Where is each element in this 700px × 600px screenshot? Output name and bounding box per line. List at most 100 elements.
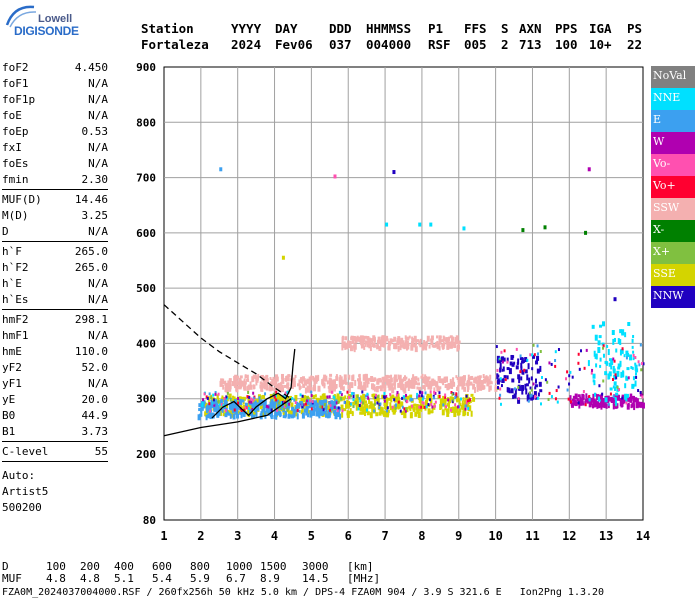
echo-point <box>205 410 209 417</box>
echo-point <box>303 395 307 402</box>
echo-point <box>401 412 404 416</box>
echo-point <box>554 397 557 401</box>
echo-point <box>315 404 319 410</box>
echo-point <box>529 353 532 357</box>
echo-point <box>377 395 380 399</box>
echo-point <box>621 394 625 398</box>
echo-point <box>385 335 389 340</box>
echo-point <box>532 343 535 347</box>
echo-point <box>322 393 326 399</box>
echo-point <box>325 412 328 418</box>
echo-point <box>599 364 602 368</box>
echo-point <box>301 379 304 384</box>
echo-point <box>237 381 241 386</box>
echo-point <box>557 385 560 389</box>
echo-point <box>255 377 259 381</box>
param-value: N/A <box>88 329 108 342</box>
echo-point <box>274 394 277 398</box>
echo-point <box>383 384 387 389</box>
echo-point <box>592 401 595 405</box>
echo-point <box>357 407 360 411</box>
echo-point <box>526 358 529 362</box>
echo-point <box>435 381 439 387</box>
echo-point <box>430 403 433 407</box>
echo-point <box>329 403 332 407</box>
echo-point <box>275 414 278 420</box>
echo-point <box>403 407 406 411</box>
echo-point <box>225 411 229 416</box>
echo-point <box>293 398 296 402</box>
legend-label: NNE <box>653 91 681 104</box>
echo-point <box>458 409 461 416</box>
param-row: h`F2 265.0 <box>2 260 108 276</box>
echo-point <box>403 375 406 382</box>
param-name: foF1 <box>2 77 29 90</box>
echo-point <box>410 384 413 389</box>
echo-point <box>274 380 278 385</box>
echo-point <box>485 376 489 382</box>
echo-point <box>215 399 218 403</box>
echo-point <box>447 398 450 402</box>
footer-cell: 200 <box>80 560 100 573</box>
echo-point <box>335 375 339 381</box>
echo-point <box>450 391 453 395</box>
param-value: 3.25 <box>81 209 109 222</box>
echo-point <box>383 335 386 342</box>
echo-point <box>403 412 407 419</box>
echo-point <box>346 390 349 394</box>
param-value: N/A <box>88 157 108 170</box>
echo-point <box>221 408 224 413</box>
echo-point <box>627 376 630 380</box>
echo-point <box>418 399 422 404</box>
echo-point <box>215 404 218 410</box>
footer-cell: 8.9 <box>260 572 280 585</box>
echo-point <box>372 384 376 391</box>
echo-point <box>582 390 585 394</box>
echo-point <box>616 370 620 377</box>
echo-point <box>597 347 601 354</box>
echo-point <box>457 340 461 344</box>
echo-point <box>310 403 313 408</box>
echo-point <box>354 336 358 341</box>
echo-point <box>467 406 470 410</box>
echo-point <box>358 397 361 401</box>
echo-point <box>382 410 385 414</box>
echo-point <box>520 362 523 368</box>
header-value-2: Fev06 <box>275 37 313 52</box>
param-row: yE 20.0 <box>2 392 108 408</box>
echo-point <box>289 399 292 403</box>
echo-point <box>555 389 558 393</box>
echo-point <box>456 397 459 403</box>
echo-point <box>442 343 445 350</box>
echo-point <box>364 335 368 339</box>
echo-point <box>308 410 311 415</box>
param-name: fxI <box>2 141 22 154</box>
echo-point <box>308 405 311 409</box>
echo-point <box>227 380 230 385</box>
echo-point <box>211 412 215 419</box>
footer-cell: 5.1 <box>114 572 134 585</box>
echo-point <box>520 376 523 381</box>
echo-point <box>370 376 374 383</box>
echo-point <box>307 387 310 392</box>
echo-point <box>466 380 470 387</box>
echo-point <box>339 391 342 395</box>
echo-point <box>622 370 625 377</box>
echo-point <box>235 408 239 415</box>
echo-point <box>361 401 364 405</box>
echo-point <box>639 390 642 394</box>
echo-point <box>446 342 450 349</box>
echo-point <box>515 365 519 370</box>
header-value-7: 2 <box>501 37 509 52</box>
echo-point <box>613 337 616 342</box>
echo-point <box>238 396 242 401</box>
echo-point <box>366 411 370 416</box>
echo-point <box>599 397 602 402</box>
echo-point <box>274 376 277 383</box>
echo-point <box>373 409 376 413</box>
echo-point <box>637 389 640 393</box>
echo-point <box>386 380 389 386</box>
echo-point <box>455 335 459 342</box>
echo-point <box>254 405 257 412</box>
echo-point <box>506 357 509 362</box>
